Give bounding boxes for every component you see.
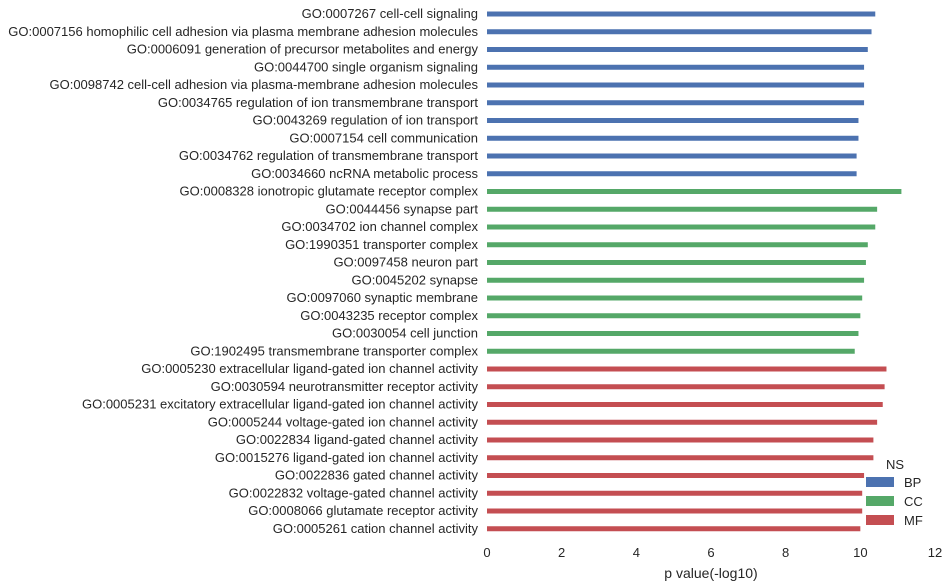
bar-bp <box>487 135 859 141</box>
bar-bp <box>487 29 872 35</box>
bar-bp <box>487 64 865 70</box>
legend-swatch-mf <box>866 515 894 525</box>
category-label: GO:0015276 ligand-gated ion channel acti… <box>215 450 479 465</box>
legend-swatch-cc <box>866 496 894 506</box>
category-label: GO:0043269 regulation of ion transport <box>253 113 479 128</box>
category-label: GO:0008328 ionotropic glutamate receptor… <box>180 184 479 199</box>
bar-mf <box>487 402 883 407</box>
x-axis-title: p value(-log10) <box>664 565 757 581</box>
bar-cc <box>487 331 859 336</box>
bar-bp <box>487 153 857 159</box>
category-label: GO:0005261 cation channel activity <box>273 521 479 536</box>
category-label: GO:0034762 regulation of transmembrane t… <box>179 148 479 163</box>
x-tick-label: 12 <box>928 545 942 560</box>
category-label: GO:0045202 synapse <box>352 272 478 287</box>
category-label: GO:0005244 voltage-gated ion channel act… <box>208 414 479 429</box>
bar-bp <box>487 11 876 17</box>
bar-mf <box>487 419 878 425</box>
bar-mf <box>487 526 861 532</box>
category-label: GO:0044700 single organism signaling <box>254 59 478 74</box>
bar-bp <box>487 82 865 88</box>
bar-mf <box>487 384 885 390</box>
bar-cc <box>487 260 866 265</box>
legend-swatch-bp <box>866 477 894 487</box>
bar-mf <box>487 455 874 461</box>
category-label: GO:0005230 extracellular ligand-gated io… <box>141 361 478 376</box>
bar-cc <box>487 224 876 230</box>
category-label: GO:0007267 cell-cell signaling <box>302 6 478 21</box>
legend-label-bp: BP <box>904 475 921 490</box>
category-label: GO:0097060 synaptic membrane <box>287 290 479 305</box>
bar-cc <box>487 242 868 248</box>
category-label: GO:0097458 neuron part <box>333 255 478 270</box>
category-label: GO:1902495 transmembrane transporter com… <box>190 343 478 358</box>
category-label: GO:0044456 synapse part <box>326 201 479 216</box>
bar-cc <box>487 313 861 319</box>
x-tick-label: 6 <box>707 545 714 560</box>
bar-cc <box>487 277 865 283</box>
bar-bp <box>487 118 859 123</box>
category-label: GO:0043235 receptor complex <box>300 308 478 323</box>
x-axis-ticks: 0 2 4 6 8 10 12 <box>483 545 942 560</box>
category-label: GO:0030594 neurotransmitter receptor act… <box>211 379 479 394</box>
bar-mf <box>487 366 887 372</box>
bar-mf <box>487 473 865 478</box>
bars-group <box>487 11 902 532</box>
category-label: GO:0007156 homophilic cell adhesion via … <box>8 24 478 39</box>
bar-cc <box>487 295 863 301</box>
bar-mf <box>487 508 863 514</box>
category-label: GO:0005231 excitatory extracellular liga… <box>82 397 479 412</box>
category-label: GO:0034660 ncRNA metabolic process <box>251 166 478 181</box>
bar-cc <box>487 206 878 212</box>
x-tick-label: 8 <box>782 545 789 560</box>
category-label: GO:1990351 transporter complex <box>285 237 478 252</box>
x-tick-label: 10 <box>853 545 867 560</box>
x-tick-label: 0 <box>483 545 490 560</box>
category-label: GO:0034702 ion channel complex <box>281 219 478 234</box>
category-label: GO:0022834 ligand-gated channel activity <box>236 432 479 447</box>
category-label: GO:0098742 cell-cell adhesion via plasma… <box>49 77 478 92</box>
legend-title: NS <box>886 457 904 472</box>
legend-label-mf: MF <box>904 513 923 528</box>
category-label: GO:0006091 generation of precursor metab… <box>127 42 479 57</box>
legend-label-cc: CC <box>904 494 923 509</box>
category-labels: GO:0007267 cell-cell signaling GO:0007156… <box>8 6 478 536</box>
category-label: GO:0022832 voltage-gated channel activit… <box>229 485 479 500</box>
category-label: GO:0008066 glutamate receptor activity <box>248 503 478 518</box>
bar-bp <box>487 100 865 106</box>
bar-mf <box>487 437 874 443</box>
category-label: GO:0022836 gated channel activity <box>275 468 479 483</box>
x-tick-label: 2 <box>558 545 565 560</box>
category-label: GO:0030054 cell junction <box>332 326 478 341</box>
bar-bp <box>487 171 857 177</box>
bar-bp <box>487 47 868 52</box>
bar-cc <box>487 348 855 354</box>
bar-cc <box>487 189 902 194</box>
category-label: GO:0007154 cell communication <box>289 130 478 145</box>
x-tick-label: 4 <box>633 545 640 560</box>
bar-mf <box>487 490 863 496</box>
legend: NS BP CC MF <box>866 457 923 528</box>
category-label: GO:0034765 regulation of ion transmembra… <box>158 95 479 110</box>
